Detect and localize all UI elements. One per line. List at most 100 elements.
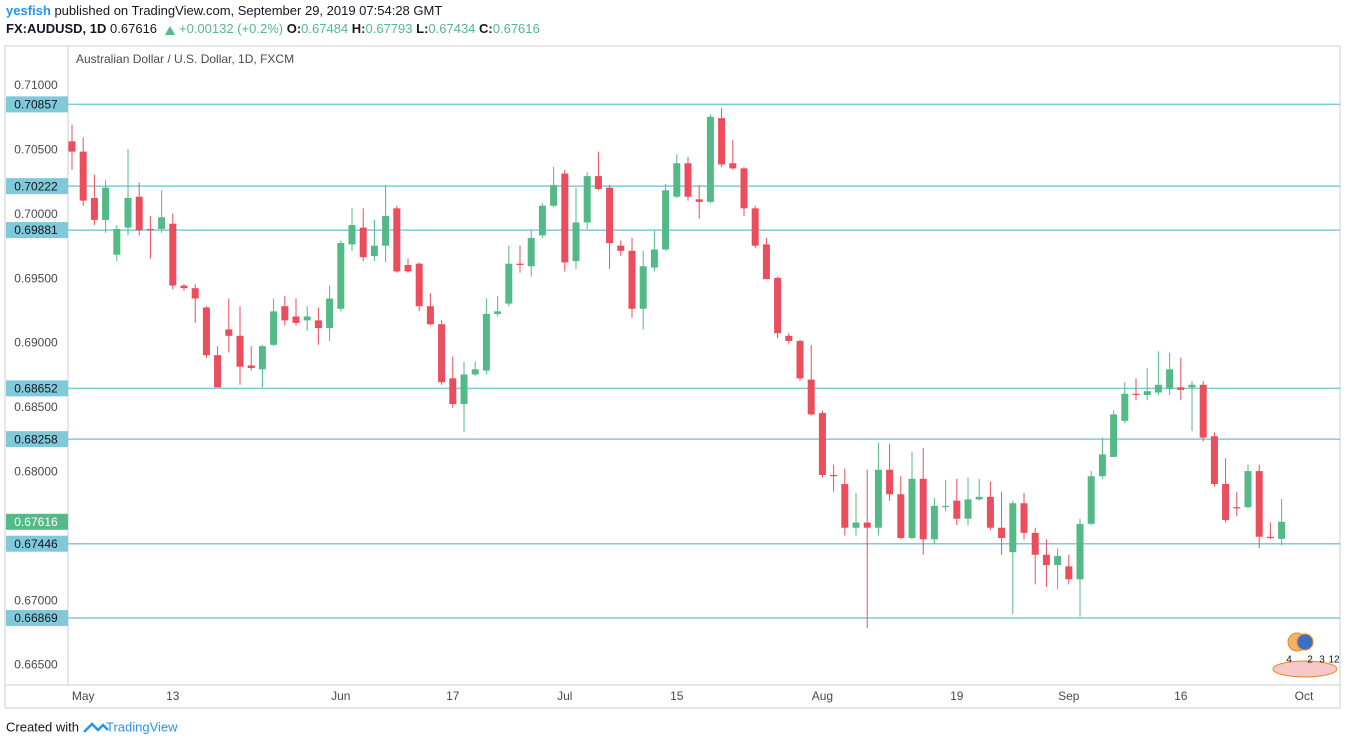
symbol: FX:AUDUSD, 1D: [6, 21, 106, 36]
candle-body: [79, 151, 87, 201]
candle-body: [1266, 536, 1274, 539]
candle-body: [326, 298, 334, 329]
candle-body: [1098, 454, 1106, 477]
candle-body: [975, 496, 983, 500]
candle-body: [1143, 391, 1151, 396]
event-icon[interactable]: [1272, 660, 1338, 678]
level-label-box: [6, 610, 68, 627]
candle-body: [1177, 387, 1185, 390]
candle-body: [538, 205, 546, 236]
candle-body: [874, 469, 882, 528]
author[interactable]: yesfish: [6, 3, 51, 18]
x-tick-label: Jun: [331, 689, 350, 703]
field-value: 0.67434: [428, 21, 475, 36]
candle-body: [191, 288, 199, 299]
x-tick-label: Aug: [812, 689, 833, 703]
level-label: 0.68258: [14, 432, 58, 446]
field-label: L:: [416, 21, 428, 36]
candle-body: [1188, 384, 1196, 388]
x-tick-label: 17: [446, 689, 460, 703]
candle-body: [1054, 556, 1062, 566]
candle-body: [102, 187, 110, 220]
candle-body: [225, 329, 233, 336]
candle-body: [650, 249, 658, 268]
chart-frame: [4, 45, 1341, 709]
header-line: yesfish published on TradingView.com, Se…: [6, 3, 442, 18]
candle-body: [1087, 476, 1095, 524]
candle-body: [1020, 503, 1028, 533]
y-tick-label: 0.69500: [14, 271, 58, 285]
candle-body: [404, 264, 412, 272]
candle-body: [1031, 532, 1039, 555]
x-tick-label: 16: [1174, 689, 1188, 703]
levels: [68, 103, 1340, 619]
field-label: O:: [287, 21, 301, 36]
chart-title: Australian Dollar / U.S. Dollar, 1D, FXC…: [76, 52, 294, 66]
candle-body: [415, 263, 423, 307]
quote-line: FX:AUDUSD, 1D 0.67616: [6, 21, 157, 36]
candle-body: [807, 379, 815, 415]
candle-body: [673, 163, 681, 197]
current-price-box: [6, 513, 68, 530]
x-tick-label: Oct: [1295, 689, 1314, 703]
candle-body: [314, 320, 322, 329]
candle-body: [258, 346, 266, 370]
candle-body: [1210, 436, 1218, 484]
candle-body: [684, 163, 692, 197]
candle-body: [113, 228, 121, 255]
field-label: H:: [352, 21, 366, 36]
field-value: 0.67793: [366, 21, 413, 36]
candle-body: [135, 196, 143, 231]
candle-body: [1233, 507, 1241, 509]
candle-body: [292, 316, 300, 323]
footer-brand[interactable]: TradingView: [106, 719, 178, 734]
candle-body: [1009, 503, 1017, 553]
published: published on TradingView.com, September …: [54, 3, 442, 18]
y-tick-label: 0.68000: [14, 465, 58, 479]
footer-prefix: Created with: [6, 719, 79, 734]
candle-body: [337, 243, 345, 309]
event-count: 2: [1307, 655, 1313, 666]
level-label: 0.70222: [14, 179, 58, 193]
up-arrow: [165, 26, 175, 35]
x-tick-label: 15: [670, 689, 684, 703]
level-label: 0.66869: [14, 611, 58, 625]
last-price: 0.67616: [110, 21, 157, 36]
field-label: C:: [479, 21, 493, 36]
candle-body: [729, 163, 737, 169]
x-tick-label: 19: [950, 689, 964, 703]
candle-body: [897, 494, 905, 539]
candle-body: [516, 263, 524, 265]
candle-body: [953, 500, 961, 519]
change: +0.00132 (+0.2%): [179, 21, 283, 36]
event-count: 3: [1319, 655, 1325, 666]
candle-body: [550, 185, 558, 206]
candle-body: [1076, 523, 1084, 580]
candle-body: [617, 245, 625, 251]
candle-body: [1042, 554, 1050, 566]
x-tick-label: Jul: [557, 689, 572, 703]
candle-body: [1166, 369, 1174, 389]
event-icon[interactable]: [1296, 633, 1314, 651]
brand-logo: [83, 722, 109, 733]
candle-body: [90, 198, 98, 220]
candle-body: [359, 227, 367, 258]
candle-body: [919, 478, 927, 540]
candle-body: [370, 245, 378, 256]
candle-body: [583, 176, 591, 223]
candle-body: [830, 474, 838, 477]
candle-body: [863, 522, 871, 528]
candle-body: [930, 505, 938, 540]
candle-body: [158, 217, 166, 229]
candle-body: [527, 237, 535, 267]
candle-body: [124, 198, 132, 228]
candle-body: [438, 324, 446, 383]
candle-body: [236, 335, 244, 367]
candle-body: [214, 355, 222, 388]
candle-body: [180, 285, 188, 289]
candle-body: [1278, 521, 1286, 539]
axes: 0.71000 0.70500 0.70000 0.69500 0.69000 0.685…: [6, 78, 1314, 703]
candle-body: [942, 505, 950, 508]
